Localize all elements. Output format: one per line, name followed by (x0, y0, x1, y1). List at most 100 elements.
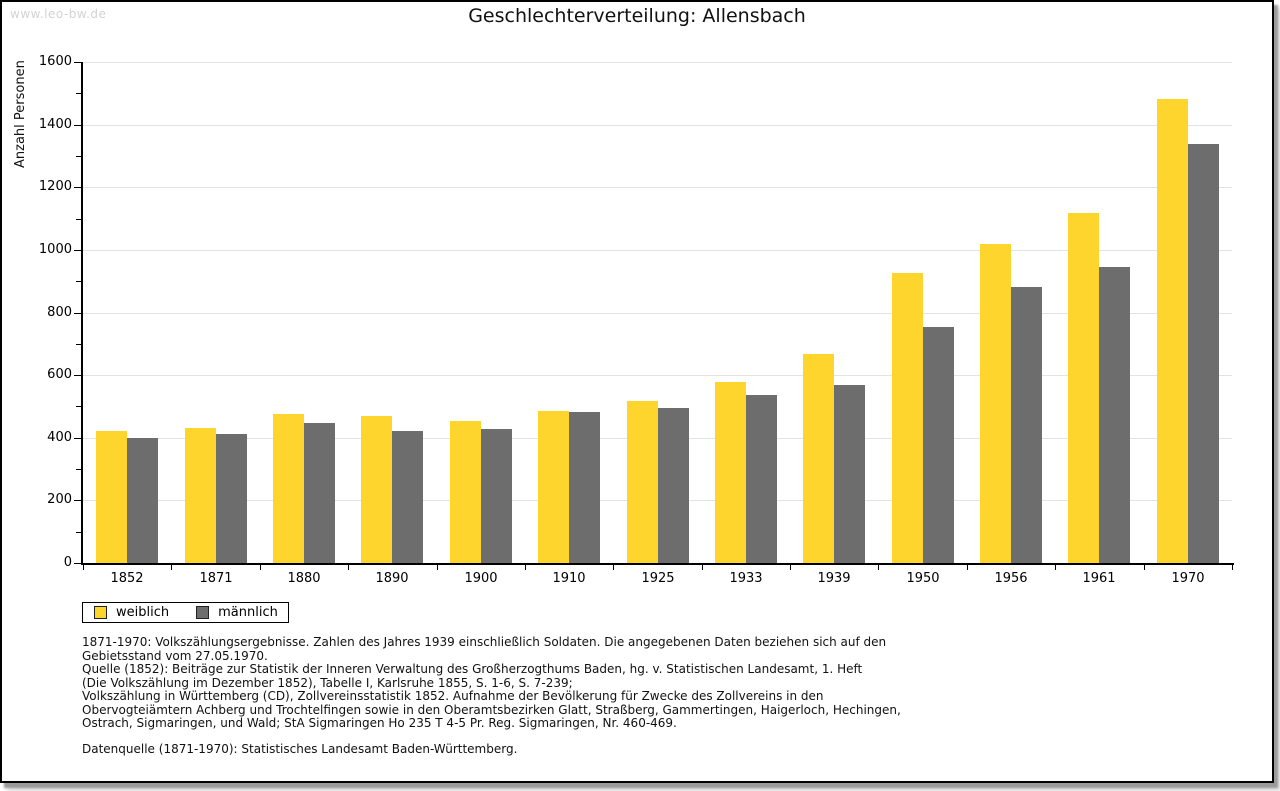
x-tick-label-1939: 1939 (817, 571, 851, 586)
y-tick-1400 (74, 125, 81, 126)
x-tick-label-1890: 1890 (375, 571, 409, 586)
bar-weiblich-1970 (1157, 99, 1188, 563)
y-tick-1600 (74, 62, 81, 63)
y-minor-tick-300 (76, 469, 81, 470)
y-axis-line (81, 62, 83, 565)
legend-label-männlich: männlich (218, 605, 278, 620)
x-tick-12 (1144, 565, 1145, 570)
y-tick-200 (74, 500, 81, 501)
bar-weiblich-1910 (538, 411, 569, 563)
bar-männlich-1900 (481, 429, 512, 563)
x-tick-label-1852: 1852 (110, 571, 144, 586)
x-tick-4 (437, 565, 438, 570)
bar-weiblich-1871 (185, 428, 216, 563)
y-minor-tick-1100 (76, 219, 81, 220)
y-tick-label-400: 400 (47, 430, 72, 445)
y-tick-label-1600: 1600 (38, 54, 72, 69)
x-tick-label-1880: 1880 (287, 571, 321, 586)
gridline-1600 (83, 62, 1232, 63)
bar-weiblich-1900 (450, 421, 481, 563)
bar-männlich-1956 (1011, 287, 1042, 563)
gridline-600 (83, 375, 1232, 376)
y-tick-label-800: 800 (47, 305, 72, 320)
bar-männlich-1925 (658, 408, 689, 563)
x-tick-label-1910: 1910 (552, 571, 586, 586)
x-tick-label-1933: 1933 (729, 571, 763, 586)
y-tick-label-1200: 1200 (38, 179, 72, 194)
y-tick-400 (74, 438, 81, 439)
y-tick-1000 (74, 250, 81, 251)
y-tick-label-200: 200 (47, 492, 72, 507)
y-minor-tick-1300 (76, 156, 81, 157)
x-tick-label-1970: 1970 (1171, 571, 1205, 586)
bar-männlich-1961 (1099, 267, 1130, 563)
x-tick-2 (260, 565, 261, 570)
y-minor-tick-700 (76, 344, 81, 345)
x-tick-1 (171, 565, 172, 570)
data-source-line: Datenquelle (1871-1970): Statistisches L… (82, 742, 518, 756)
y-minor-tick-1500 (76, 93, 81, 94)
footnote-line-1: 1871-1970: Volkszählungsergebnisse. Zahl… (82, 635, 887, 649)
x-tick-0 (83, 565, 84, 570)
bar-männlich-1939 (834, 385, 865, 563)
y-tick-0 (74, 563, 81, 564)
bar-weiblich-1890 (361, 416, 392, 563)
y-tick-label-1400: 1400 (38, 117, 72, 132)
x-tick-3 (348, 565, 349, 570)
page-title: Geschlechterverteilung: Allensbach (468, 5, 806, 27)
footnote-line-7: Ostrach, Sigmaringen, und Wald; StA Sigm… (82, 716, 677, 730)
x-tick-label-1961: 1961 (1082, 571, 1116, 586)
y-tick-label-0: 0 (63, 555, 72, 570)
y-tick-label-1000: 1000 (38, 242, 72, 257)
x-tick-11 (1055, 565, 1056, 570)
legend-label-weiblich: weiblich (116, 605, 170, 620)
x-tick-label-1871: 1871 (199, 571, 233, 586)
chart-legend: weiblich männlich (82, 602, 289, 623)
bar-männlich-1910 (569, 412, 600, 563)
footnote-block: 1871-1970: Volkszählungsergebnisse. Zahl… (82, 635, 901, 731)
bar-weiblich-1925 (627, 401, 658, 563)
bar-männlich-1933 (746, 395, 777, 563)
footnote-line-6: Obervogteiämtern Achberg und Trochtelfin… (82, 702, 901, 717)
bar-männlich-1970 (1188, 144, 1219, 563)
footnote-line-2: Gebietsstand vom 27.05.1970. (82, 648, 268, 663)
footnote-line-3: Quelle (1852): Beiträge zur Statistik de… (82, 662, 863, 676)
gridline-800 (83, 313, 1232, 314)
bar-weiblich-1950 (892, 273, 923, 563)
bar-weiblich-1956 (980, 244, 1011, 563)
y-axis-title: Anzahl Personen (13, 60, 28, 168)
x-tick-label-1925: 1925 (641, 571, 675, 586)
legend-swatch-weiblich (94, 606, 107, 619)
y-tick-label-600: 600 (47, 367, 72, 382)
y-minor-tick-100 (76, 532, 81, 533)
bar-weiblich-1880 (273, 414, 304, 563)
bar-männlich-1950 (923, 327, 954, 563)
bar-männlich-1852 (127, 438, 158, 563)
x-tick-label-1956: 1956 (994, 571, 1028, 586)
bar-weiblich-1939 (803, 354, 834, 563)
x-tick-10 (967, 565, 968, 570)
legend-swatch-männlich (196, 606, 210, 619)
x-axis-line (81, 563, 1234, 565)
y-tick-600 (74, 375, 81, 376)
bar-weiblich-1933 (715, 382, 746, 563)
y-tick-800 (74, 313, 81, 314)
footnote-line-5: Volkszählung in Württemberg (CD), Zollve… (82, 689, 824, 703)
bar-weiblich-1852 (96, 431, 127, 563)
y-minor-tick-500 (76, 406, 81, 407)
x-tick-5 (525, 565, 526, 570)
bar-weiblich-1961 (1068, 213, 1099, 563)
x-tick-13 (1232, 565, 1233, 570)
x-tick-7 (702, 565, 703, 570)
bar-männlich-1890 (392, 431, 423, 563)
watermark: www.leo-bw.de (10, 7, 107, 21)
x-tick-9 (878, 565, 879, 570)
x-tick-label-1900: 1900 (464, 571, 498, 586)
gridline-1400 (83, 125, 1232, 126)
plot-area: 0 200 400 600 800 1000 1200 1400 1600 1852 1871 188… (39, 54, 1234, 586)
x-tick-label-1950: 1950 (906, 571, 940, 586)
bar-männlich-1871 (216, 434, 247, 563)
y-minor-tick-900 (76, 281, 81, 282)
x-tick-8 (790, 565, 791, 570)
